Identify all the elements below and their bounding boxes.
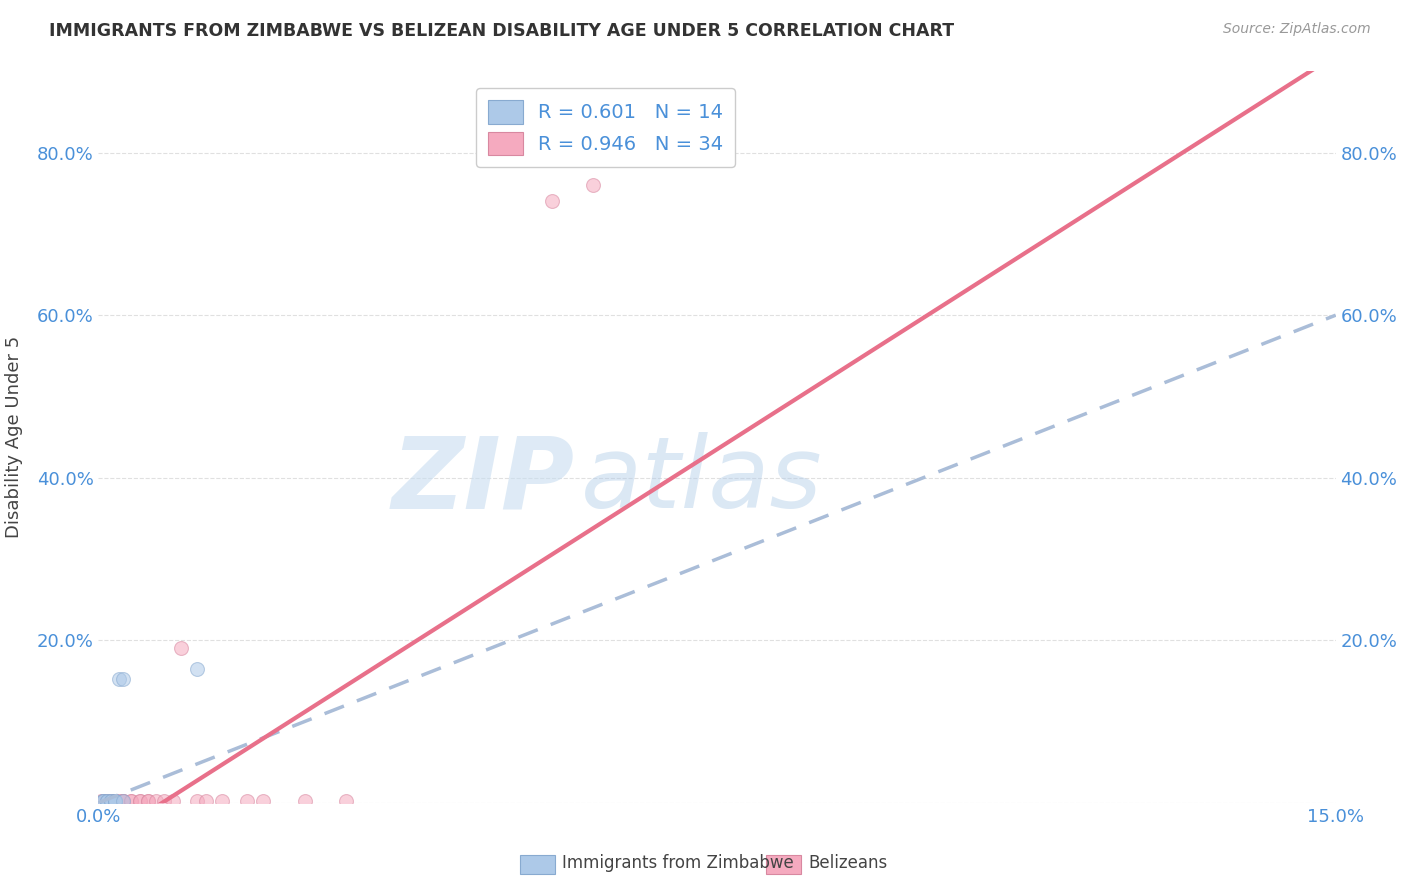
Point — [145, 794, 167, 808]
Point — [104, 794, 127, 808]
Text: Immigrants from Zimbabwe: Immigrants from Zimbabwe — [562, 855, 794, 872]
Point — [236, 794, 259, 808]
Point — [104, 794, 127, 808]
Text: ZIP: ZIP — [392, 433, 575, 530]
Point — [582, 178, 605, 193]
Point — [186, 662, 208, 676]
Point — [186, 794, 208, 808]
Point — [170, 641, 193, 656]
Point — [211, 794, 233, 808]
Point — [162, 794, 184, 808]
Point — [104, 794, 127, 808]
Point — [90, 794, 112, 808]
Point — [91, 794, 114, 808]
Point — [100, 794, 122, 808]
Text: atlas: atlas — [581, 433, 823, 530]
Text: Source: ZipAtlas.com: Source: ZipAtlas.com — [1223, 22, 1371, 37]
Point — [252, 794, 274, 808]
Point — [100, 794, 122, 808]
Point — [112, 794, 135, 808]
Point — [136, 794, 159, 808]
Point — [108, 673, 131, 687]
Point — [91, 794, 114, 808]
Point — [112, 673, 135, 687]
Point — [120, 794, 142, 808]
Point — [136, 794, 159, 808]
Point — [93, 794, 115, 808]
Point — [96, 794, 118, 808]
Point — [112, 794, 135, 808]
Point — [153, 794, 176, 808]
Point — [128, 794, 150, 808]
Point — [112, 794, 135, 808]
Legend: R = 0.601   N = 14, R = 0.946   N = 34: R = 0.601 N = 14, R = 0.946 N = 34 — [477, 88, 735, 167]
Point — [104, 794, 127, 808]
Point — [294, 794, 316, 808]
Point — [120, 794, 142, 808]
Point — [96, 794, 118, 808]
Point — [541, 194, 564, 209]
Point — [96, 794, 118, 808]
Point — [194, 794, 217, 808]
Point — [112, 794, 135, 808]
Point — [128, 794, 150, 808]
Text: Belizeans: Belizeans — [808, 855, 887, 872]
Point — [108, 794, 131, 808]
Point — [100, 794, 122, 808]
Text: IMMIGRANTS FROM ZIMBABWE VS BELIZEAN DISABILITY AGE UNDER 5 CORRELATION CHART: IMMIGRANTS FROM ZIMBABWE VS BELIZEAN DIS… — [49, 22, 955, 40]
Point — [100, 794, 122, 808]
Point — [96, 794, 118, 808]
Point — [104, 794, 127, 808]
Point — [91, 794, 114, 808]
Y-axis label: Disability Age Under 5: Disability Age Under 5 — [4, 336, 22, 538]
Point — [96, 794, 118, 808]
Point — [104, 794, 127, 808]
Point — [91, 794, 114, 808]
Point — [335, 794, 357, 808]
